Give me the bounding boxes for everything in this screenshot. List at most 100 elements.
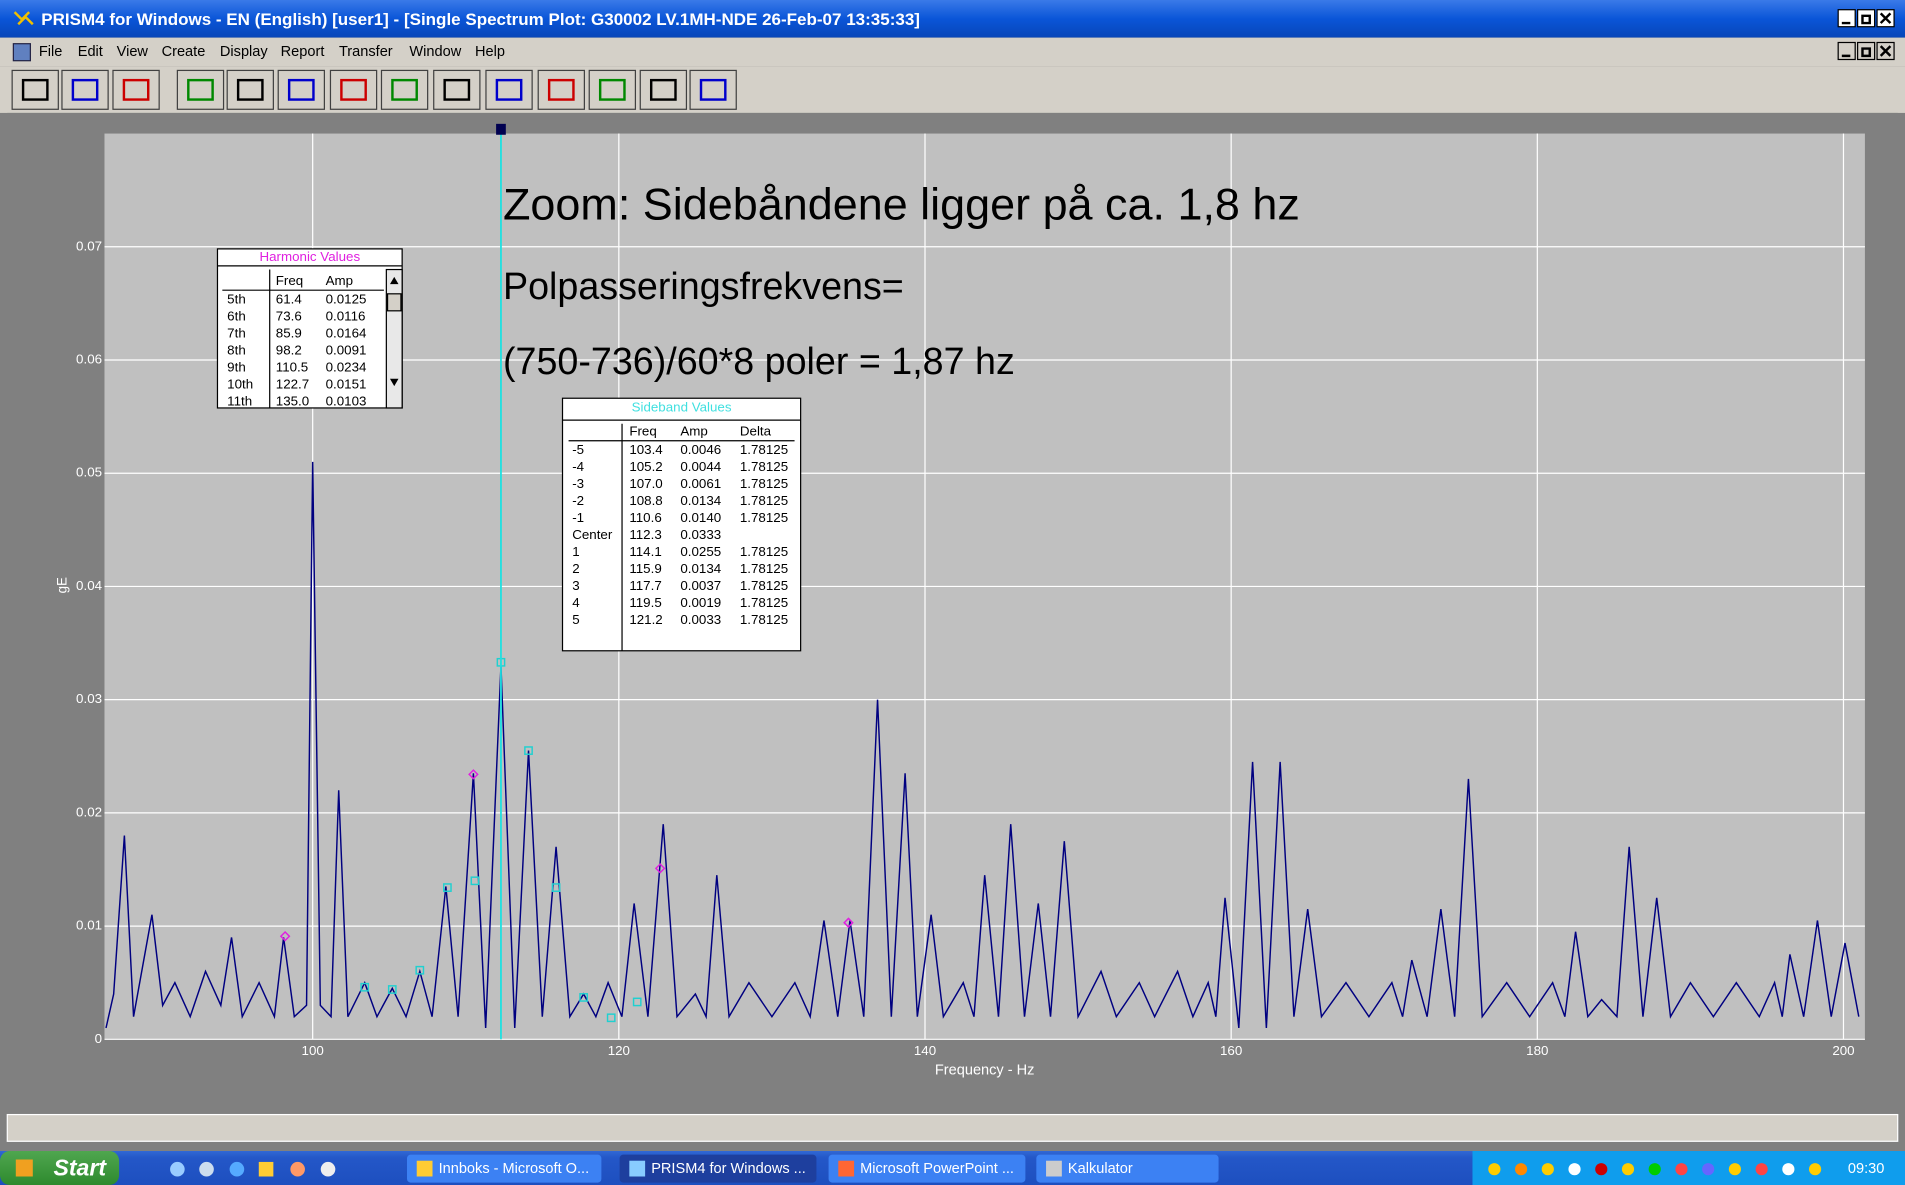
table-cell: 0.0091: [326, 342, 367, 357]
y-tick-label: 0.05: [76, 465, 102, 480]
table-cell: 115.9: [629, 561, 661, 576]
table-cell: 1.78125: [740, 544, 788, 559]
table-cell: 1.78125: [740, 493, 788, 508]
table-cell: 0.0333: [680, 527, 721, 542]
toolbar-button[interactable]: [640, 70, 686, 109]
toolbar-button[interactable]: [690, 70, 736, 109]
table-cell: 98.2: [276, 342, 302, 357]
table-cell: 108.8: [629, 493, 662, 508]
y-tick-label: 0.07: [76, 238, 102, 253]
annotation: (750-736)/60*8 poler = 1,87 hz: [503, 340, 1015, 382]
table-cell: 0.0134: [680, 493, 721, 508]
table-cell: 0.0125: [326, 291, 367, 306]
toolbar-button[interactable]: [227, 70, 273, 109]
menu-item[interactable]: Window: [409, 44, 461, 60]
start-label[interactable]: Start: [53, 1154, 107, 1180]
y-axis-label: gE: [55, 577, 70, 593]
toolbar-button[interactable]: [330, 70, 376, 109]
screen: PRISM4 for Windows - EN (English) [user1…: [0, 0, 1905, 1185]
table-cell: 61.4: [276, 291, 303, 306]
toolbar-buttons: [12, 70, 736, 109]
toolbar-button[interactable]: [177, 70, 223, 109]
table-cell: 0.0046: [680, 442, 721, 457]
menu-item[interactable]: Create: [162, 44, 206, 60]
toolbar-button[interactable]: [538, 70, 584, 109]
menu-item[interactable]: Display: [220, 44, 268, 60]
task-icon: [417, 1161, 433, 1177]
task-label[interactable]: Microsoft PowerPoint ...: [860, 1161, 1014, 1177]
menu-item[interactable]: File: [39, 44, 62, 60]
y-tick-label: 0.06: [76, 352, 102, 367]
menu-item[interactable]: Report: [281, 44, 325, 60]
toolbar-button[interactable]: [113, 70, 159, 109]
doc-icon: [13, 44, 30, 61]
task-buttons: Innboks - Microsoft O... PRISM4 for Windo…: [407, 1155, 1219, 1183]
table-cell: 1.78125: [740, 612, 788, 627]
toolbar-button[interactable]: [381, 70, 427, 109]
toolbar-button[interactable]: [278, 70, 324, 109]
table-cell: 103.4: [629, 442, 663, 457]
table-cell: 121.2: [629, 612, 662, 627]
table-cell: -3: [572, 476, 584, 491]
table-cell: 2: [572, 561, 579, 576]
y-tick-label: 0: [95, 1031, 102, 1046]
toolbar-button[interactable]: [12, 70, 58, 109]
table-cell: Center: [572, 527, 613, 542]
menu-item[interactable]: Edit: [78, 44, 103, 60]
x-tick-label: 120: [608, 1043, 630, 1058]
table-cell: 0.0037: [680, 578, 721, 593]
table-cell: 114.1: [629, 544, 661, 559]
annotation: Polpasseringsfrekvens=: [503, 265, 904, 307]
table-cell: 1.78125: [740, 595, 788, 610]
toolbar-button[interactable]: [434, 70, 480, 109]
table-cell: 0.0234: [326, 359, 367, 374]
annotation: Zoom: Sidebåndene ligger på ca. 1,8 hz: [503, 179, 1300, 230]
table-cell: 0.0019: [680, 595, 721, 610]
toolbar-button[interactable]: [62, 70, 108, 109]
table-cell: 0.0134: [680, 561, 721, 576]
table-cell: 122.7: [276, 376, 309, 391]
task-icon: [1046, 1161, 1062, 1177]
table-cell: -4: [572, 459, 584, 474]
menu-item[interactable]: Help: [475, 44, 505, 60]
table-cell: 0.0044: [680, 459, 721, 474]
table-cell: 10th: [227, 376, 253, 391]
table-title: Sideband Values: [632, 399, 732, 414]
x-tick-label: 100: [302, 1043, 324, 1058]
table-cell: 9th: [227, 359, 246, 374]
table-cell: 107.0: [629, 476, 662, 491]
toolbar-button[interactable]: [486, 70, 532, 109]
x-tick-label: 200: [1832, 1043, 1854, 1058]
task-label[interactable]: Kalkulator: [1068, 1161, 1133, 1177]
tray: [1472, 1151, 1905, 1185]
menu-item[interactable]: View: [117, 44, 149, 60]
doc-controls[interactable]: [1838, 42, 1894, 59]
start-logo: [16, 1160, 33, 1177]
task-label[interactable]: PRISM4 for Windows ...: [651, 1161, 806, 1177]
task-label[interactable]: Innboks - Microsoft O...: [439, 1161, 590, 1177]
window-title: PRISM4 for Windows - EN (English) [user1…: [41, 10, 920, 29]
y-tick-label: 0.01: [76, 918, 102, 933]
column-header: Amp: [680, 424, 707, 439]
table-cell: 0.0033: [680, 612, 721, 627]
toolbar-button[interactable]: [589, 70, 635, 109]
table-cell: 0.0255: [680, 544, 721, 559]
table-cell: 110.6: [629, 510, 661, 525]
table-cell: 112.3: [629, 527, 661, 542]
menu-item[interactable]: Transfer: [339, 44, 393, 60]
table-cell: -2: [572, 493, 584, 508]
table-cell: 105.2: [629, 459, 662, 474]
y-tick-label: 0.04: [76, 578, 103, 593]
table-cell: 0.0151: [326, 376, 367, 391]
table-cell: 1.78125: [740, 459, 788, 474]
table-cell: 0.0140: [680, 510, 721, 525]
x-tick-label: 180: [1526, 1043, 1548, 1058]
table-cell: 117.7: [629, 578, 661, 593]
table-cell: 1.78125: [740, 476, 788, 491]
column-header: Freq: [276, 273, 303, 288]
cursor-handle[interactable]: [496, 124, 506, 135]
table-cell: 1.78125: [740, 561, 788, 576]
window-controls[interactable]: [1838, 10, 1894, 27]
